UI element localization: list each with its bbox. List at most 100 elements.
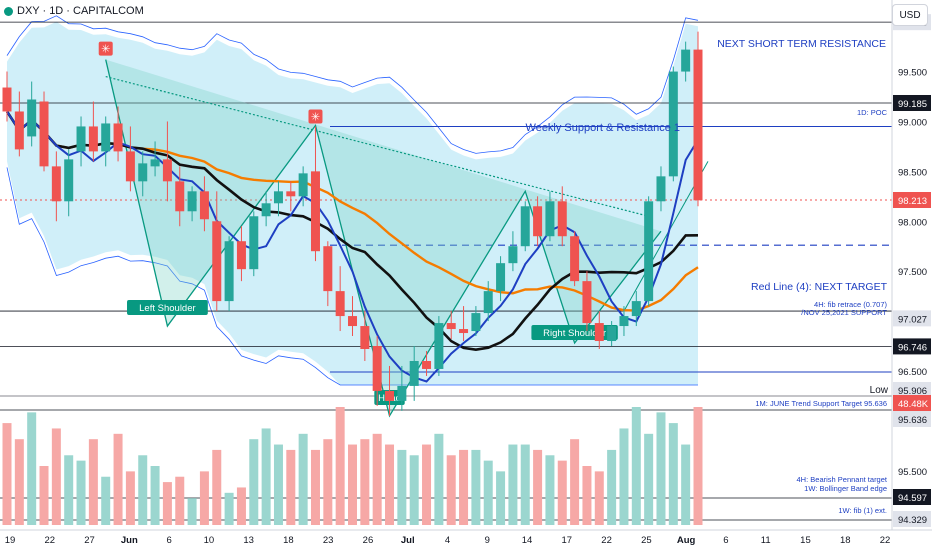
candle-body <box>125 151 135 182</box>
candle-body <box>27 99 37 137</box>
bollinger-upper-line <box>6 15 699 154</box>
candle-body <box>668 71 678 177</box>
time-tick-label: 25 <box>641 535 652 546</box>
volume-bar <box>162 482 172 525</box>
volume-bar <box>545 455 555 525</box>
time-tick-label: Jul <box>401 535 415 546</box>
candle-body <box>261 203 271 217</box>
candle-body <box>434 323 444 369</box>
candle-body <box>101 123 111 152</box>
marker-icon <box>308 109 323 124</box>
price-tag-bg <box>893 411 931 427</box>
time-tick-label: 13 <box>243 535 254 546</box>
price-axis[interactable]: 99.50099.00098.50098.00097.50097.00096.5… <box>891 0 932 530</box>
candle-body <box>310 171 320 252</box>
candle-body <box>496 263 506 292</box>
price-tick-label: 99.000 <box>898 117 927 128</box>
right-shoulder-label: Right Shoulder <box>531 325 618 340</box>
volume-bars <box>2 407 703 525</box>
fib-retrace-label-1: 4H: fib retrace (0.707) <box>814 300 887 309</box>
time-tick-label: 6 <box>723 535 728 546</box>
volume-bar <box>76 460 86 525</box>
volume-bar <box>88 439 98 525</box>
volume-bar <box>323 439 333 525</box>
candle-body <box>199 191 209 220</box>
time-tick-label: 17 <box>562 535 573 546</box>
volume-bar <box>360 439 370 525</box>
time-tick-label: Jun <box>121 535 138 546</box>
volume-bar <box>459 449 469 525</box>
price-tag: 97.027 <box>898 314 927 325</box>
price-tag-bg <box>893 94 931 111</box>
price-tag-bg <box>893 382 931 398</box>
volume-bar <box>2 423 12 525</box>
price-tick-label: 98.500 <box>898 167 927 178</box>
horizontal-levels <box>0 21 892 521</box>
candle-body <box>249 216 259 270</box>
left-shoulder-label-bg <box>127 300 208 315</box>
candle-body <box>681 49 691 72</box>
candle-body <box>508 246 518 264</box>
neckline-dotted <box>105 75 649 217</box>
volume-bar <box>631 407 641 525</box>
volume-bar <box>212 449 222 525</box>
candle-body <box>631 301 641 317</box>
volume-bar <box>298 433 308 525</box>
poc-label: 1D: POC <box>857 108 888 117</box>
red-line-label: Red Line (4): NEXT TARGET <box>751 281 888 293</box>
time-tick-label: 9 <box>485 535 490 546</box>
marker-star-icon: ✳ <box>311 111 320 123</box>
volume-bar <box>261 428 271 525</box>
candle-body <box>150 159 160 167</box>
price-tag-bg <box>893 310 931 327</box>
volume-bar <box>14 439 24 525</box>
price-tag: 95.636 <box>898 415 927 426</box>
price-tag: 98.213 <box>898 196 927 207</box>
candle-body <box>138 163 148 182</box>
currency-button[interactable]: USD <box>892 4 928 26</box>
time-tick-label: Aug <box>677 535 696 546</box>
candle-body <box>594 323 604 342</box>
volume-bar <box>39 466 49 525</box>
candle-body <box>2 87 12 112</box>
volume-bar <box>372 433 382 525</box>
volume-bar <box>385 444 395 525</box>
pennant-label-2: 1W: Bollinger Band edge <box>804 484 887 493</box>
candle-body <box>520 206 530 247</box>
candle-body <box>446 323 456 330</box>
volume-bar <box>286 449 296 525</box>
time-tick-label: 22 <box>44 535 55 546</box>
volume-bar <box>446 455 456 525</box>
candle-body <box>335 291 345 317</box>
volume-bar <box>496 471 506 525</box>
bollinger-lower-line <box>6 167 698 386</box>
volume-bar <box>113 433 123 525</box>
candle-body <box>607 326 617 342</box>
candle-body <box>619 316 629 327</box>
time-tick-label: 14 <box>522 535 533 546</box>
candle-body <box>693 49 703 201</box>
weekly-support-label: Weekly Support & Resistance 1 <box>526 122 680 134</box>
volume-bar <box>607 449 617 525</box>
candle-body <box>64 159 74 202</box>
bollinger-band-fill <box>7 21 698 386</box>
candle-body <box>51 166 61 202</box>
volume-bar <box>656 412 666 525</box>
left-shoulder-label-text: Left Shoulder <box>139 303 196 314</box>
time-tick-label: 11 <box>761 535 771 546</box>
volume-bar <box>557 460 567 525</box>
volume-bar <box>508 444 518 525</box>
live-status-dot <box>4 6 13 16</box>
candle-body <box>88 126 98 152</box>
candle-body <box>372 346 382 391</box>
price-tick-label: 96.500 <box>898 367 927 378</box>
candle-body <box>570 236 580 282</box>
time-axis[interactable]: 19 22 27 Jun 6 10 13 18 23 26 Jul 4 9 14 17 22 25 Aug 6 11 1… <box>0 529 932 550</box>
candle-body <box>644 201 654 302</box>
volume-bar <box>520 444 530 525</box>
volume-bar <box>693 407 703 525</box>
time-tick-label: 27 <box>84 535 95 546</box>
bollinger-bands <box>6 15 699 386</box>
symbol-header[interactable]: DXY · 1D · CAPITALCOM <box>4 5 144 17</box>
